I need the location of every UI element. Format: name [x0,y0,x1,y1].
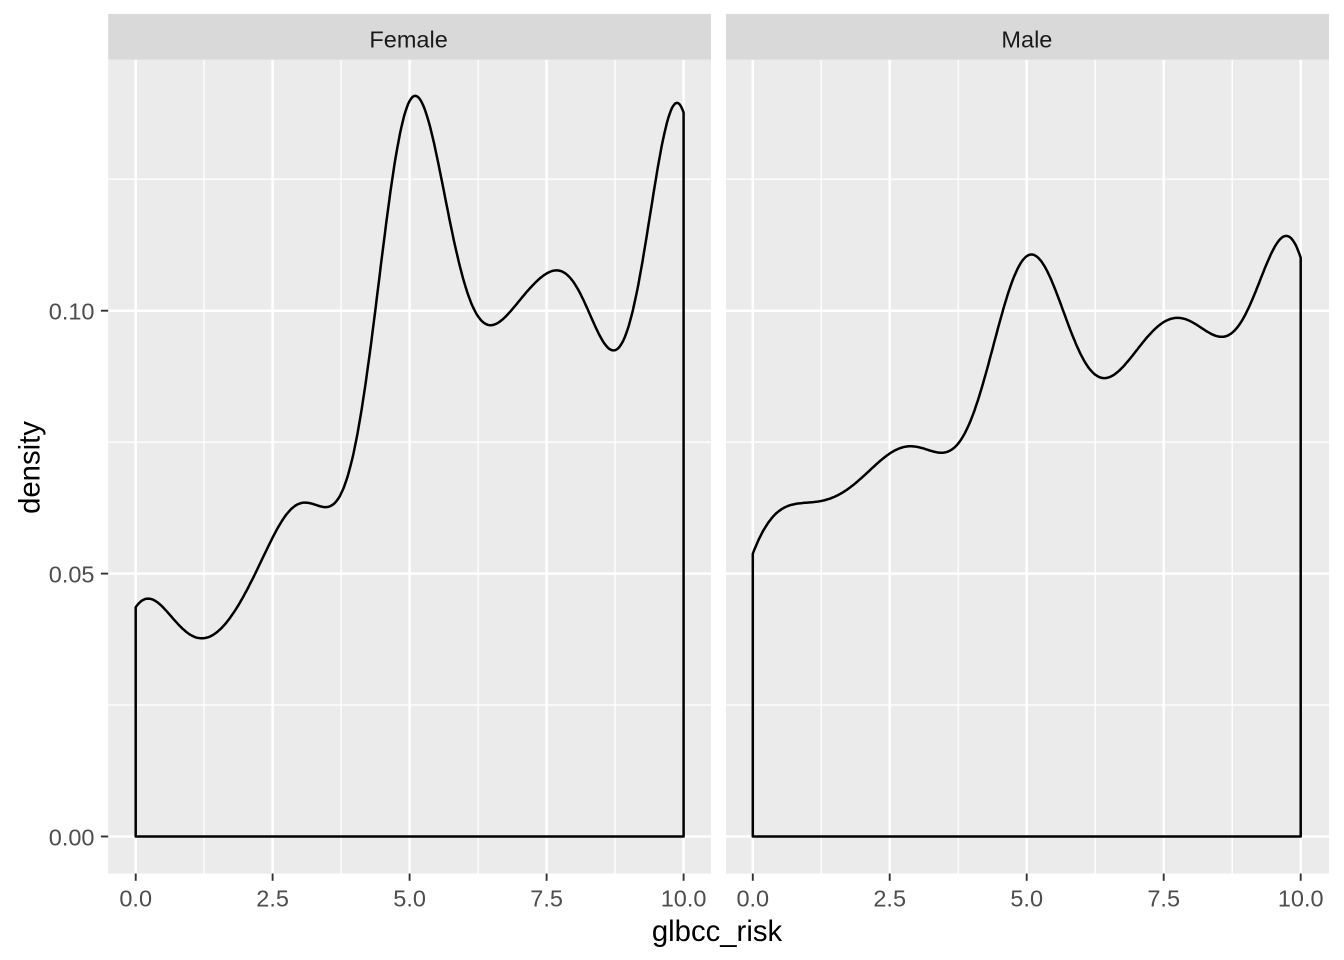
svg-text:0.0: 0.0 [119,886,152,912]
svg-text:0.00: 0.00 [49,824,95,850]
svg-text:0.05: 0.05 [49,562,95,588]
svg-text:7.5: 7.5 [1147,886,1180,912]
svg-text:0.0: 0.0 [736,886,769,912]
svg-text:0.10: 0.10 [49,299,95,325]
svg-text:Female: Female [369,26,447,52]
svg-text:Male: Male [1001,26,1052,52]
svg-text:density: density [14,421,47,514]
svg-text:5.0: 5.0 [393,886,426,912]
svg-text:10.0: 10.0 [1278,886,1324,912]
svg-text:10.0: 10.0 [661,886,707,912]
svg-text:5.0: 5.0 [1010,886,1043,912]
svg-text:7.5: 7.5 [530,886,563,912]
svg-text:glbcc_risk: glbcc_risk [652,915,783,948]
svg-text:2.5: 2.5 [873,886,906,912]
svg-text:2.5: 2.5 [256,886,289,912]
